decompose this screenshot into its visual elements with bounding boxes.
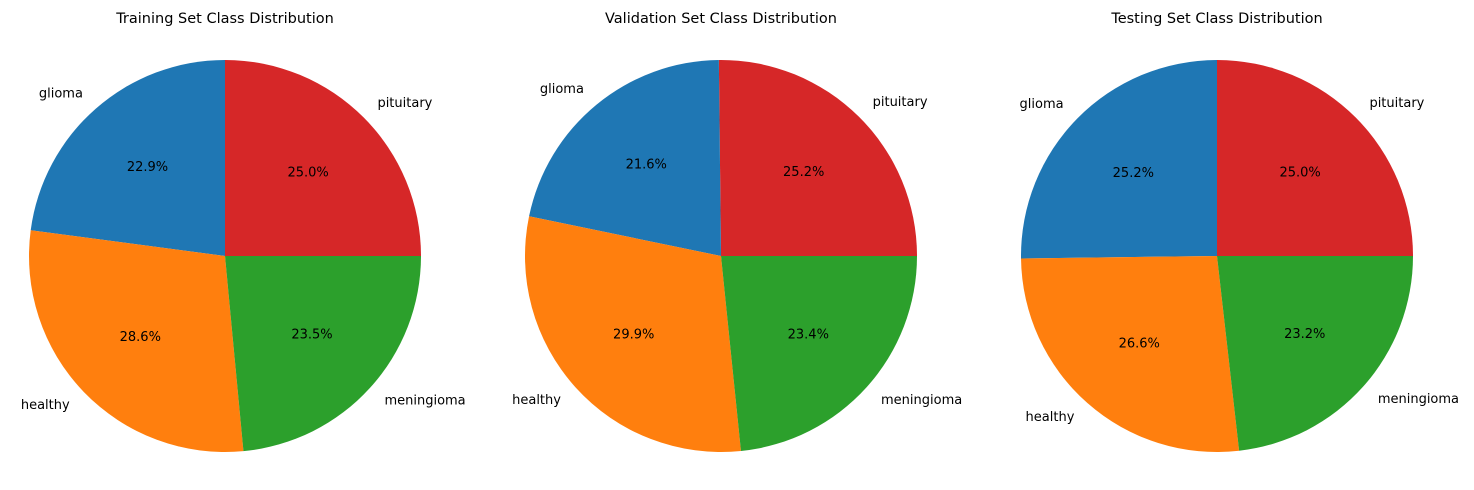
slice-category-label: pituitary	[377, 96, 432, 111]
pie-slice-glioma	[529, 60, 721, 256]
pie-slice-glioma	[30, 60, 225, 256]
slice-percent-label: 22.9%	[127, 160, 168, 175]
slice-percent-label: 25.2%	[1113, 166, 1154, 181]
slice-category-label: glioma	[540, 82, 584, 97]
slice-category-label: glioma	[1020, 97, 1064, 112]
slice-category-label: meningioma	[1378, 392, 1459, 407]
slice-percent-label: 29.9%	[613, 327, 654, 342]
slice-category-label: meningioma	[384, 394, 465, 409]
slice-percent-label: 23.5%	[291, 328, 332, 343]
slice-percent-label: 25.0%	[1279, 165, 1320, 180]
validation-pie-chart: Validation Set Class Distribution 25.2% p…	[512, 11, 962, 452]
slice-percent-label: 23.4%	[788, 327, 829, 342]
slice-category-label: healthy	[1026, 410, 1075, 425]
slice-category-label: meningioma	[881, 393, 962, 408]
slice-percent-label: 25.2%	[783, 165, 824, 180]
pie-slice-pituitary	[1217, 60, 1413, 256]
testing-pie-chart: Testing Set Class Distribution 25.0% pitu…	[1020, 11, 1459, 452]
slice-percent-label: 23.2%	[1284, 327, 1325, 342]
pie-slice-pituitary	[718, 59, 917, 257]
pie-slice-meningioma	[225, 256, 421, 452]
slice-category-label: glioma	[39, 86, 83, 101]
pie-slice-meningioma	[1217, 256, 1413, 451]
slice-percent-label: 21.6%	[626, 158, 667, 173]
slice-category-label: healthy	[512, 393, 561, 408]
chart-title: Validation Set Class Distribution	[605, 11, 837, 27]
pie-slice-meningioma	[721, 256, 917, 451]
pie-slice-pituitary	[225, 60, 421, 256]
chart-title: Testing Set Class Distribution	[1110, 11, 1322, 27]
pie-slice-healthy	[524, 216, 741, 452]
slice-category-label: pituitary	[1369, 96, 1424, 111]
training-pie-chart: Training Set Class Distribution 25.0% pit…	[21, 11, 466, 453]
pie-slice-glioma	[1021, 60, 1217, 259]
slice-percent-label: 26.6%	[1119, 337, 1160, 352]
slice-percent-label: 28.6%	[120, 330, 161, 345]
pie-slice-healthy	[29, 230, 244, 453]
chart-title: Training Set Class Distribution	[115, 11, 334, 27]
slice-percent-label: 25.0%	[287, 165, 328, 180]
slice-category-label: healthy	[21, 398, 70, 413]
slice-category-label: pituitary	[873, 95, 928, 110]
pie-slice-healthy	[1021, 256, 1240, 452]
